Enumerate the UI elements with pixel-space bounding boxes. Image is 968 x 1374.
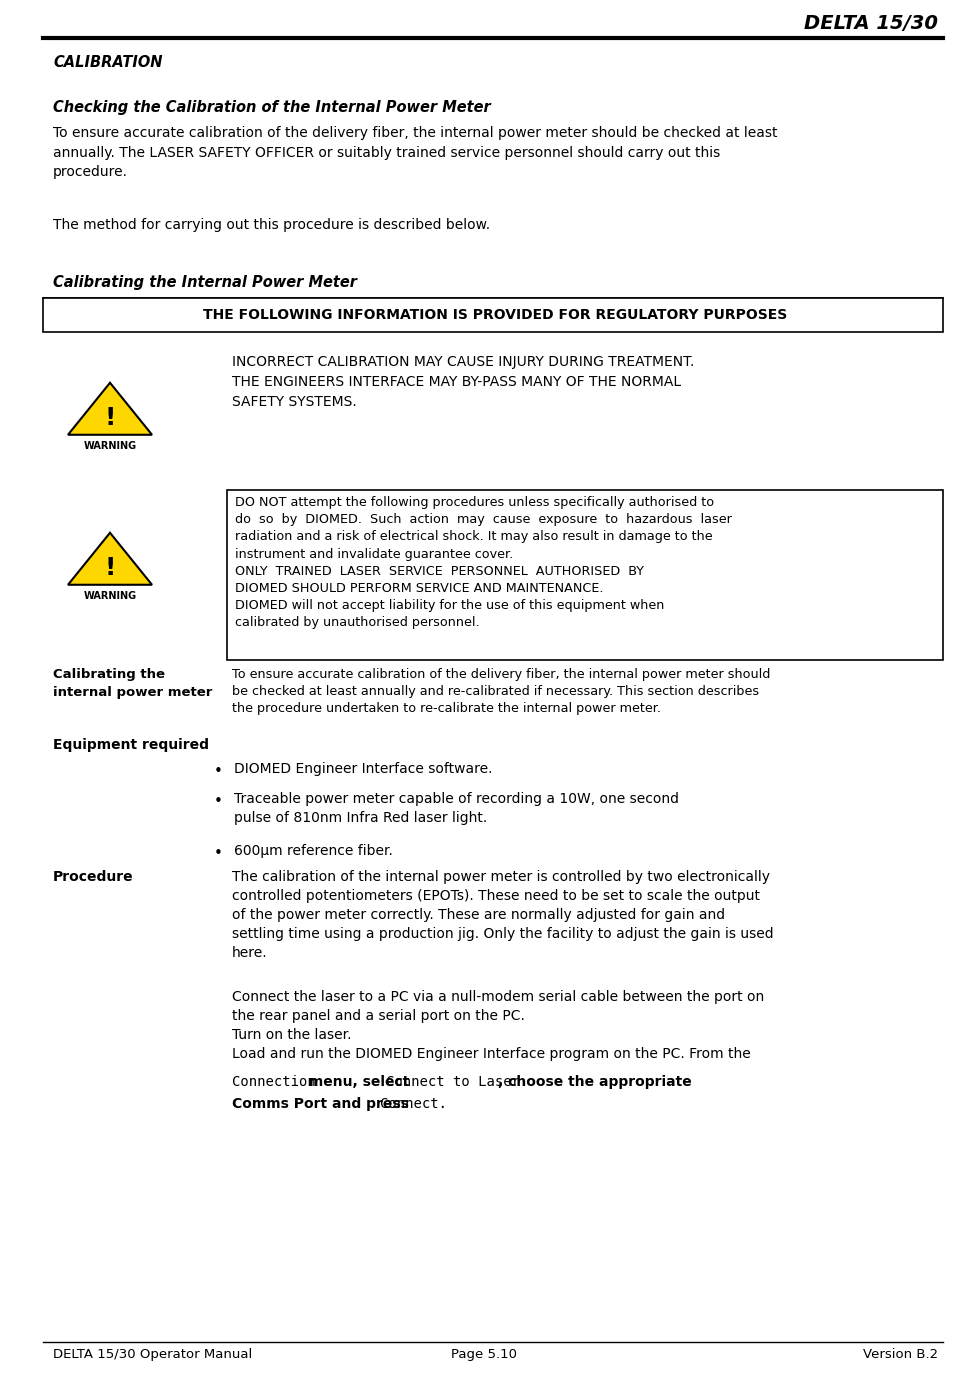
Polygon shape: [68, 533, 152, 585]
Text: Connect.: Connect.: [380, 1096, 447, 1112]
Text: Procedure: Procedure: [53, 870, 134, 883]
Text: The calibration of the internal power meter is controlled by two electronically
: The calibration of the internal power me…: [232, 870, 773, 960]
Text: WARNING: WARNING: [83, 441, 136, 451]
Text: , choose the appropriate: , choose the appropriate: [498, 1074, 692, 1090]
Text: Calibrating the
internal power meter: Calibrating the internal power meter: [53, 668, 212, 699]
Text: 600µm reference fiber.: 600µm reference fiber.: [234, 844, 393, 857]
Text: Connect the laser to a PC via a null-modem serial cable between the port on
the : Connect the laser to a PC via a null-mod…: [232, 991, 765, 1061]
Text: •: •: [214, 764, 223, 779]
Text: THE FOLLOWING INFORMATION IS PROVIDED FOR REGULATORY PURPOSES: THE FOLLOWING INFORMATION IS PROVIDED FO…: [203, 308, 788, 322]
Text: Calibrating the Internal Power Meter: Calibrating the Internal Power Meter: [53, 275, 357, 290]
Text: Comms Port and press: Comms Port and press: [232, 1096, 413, 1112]
Text: WARNING: WARNING: [83, 591, 136, 600]
Text: •: •: [214, 794, 223, 809]
Text: menu, select: menu, select: [304, 1074, 414, 1090]
Text: DELTA 15/30 Operator Manual: DELTA 15/30 Operator Manual: [53, 1348, 253, 1362]
Text: Version B.2: Version B.2: [862, 1348, 938, 1362]
Text: Checking the Calibration of the Internal Power Meter: Checking the Calibration of the Internal…: [53, 100, 491, 115]
Text: !: !: [105, 405, 116, 430]
Polygon shape: [68, 383, 152, 434]
Text: !: !: [105, 555, 116, 580]
Text: DO NOT attempt the following procedures unless specifically authorised to
do  so: DO NOT attempt the following procedures …: [235, 496, 732, 629]
Text: Connection: Connection: [232, 1074, 316, 1090]
Text: Page 5.10: Page 5.10: [451, 1348, 517, 1362]
Text: Connect to Laser: Connect to Laser: [386, 1074, 520, 1090]
Text: DIOMED Engineer Interface software.: DIOMED Engineer Interface software.: [234, 763, 493, 776]
Text: CALIBRATION: CALIBRATION: [53, 55, 163, 70]
Text: •: •: [214, 846, 223, 861]
Text: DELTA 15/30: DELTA 15/30: [804, 14, 938, 33]
Text: INCORRECT CALIBRATION MAY CAUSE INJURY DURING TREATMENT.
THE ENGINEERS INTERFACE: INCORRECT CALIBRATION MAY CAUSE INJURY D…: [232, 354, 694, 409]
Text: Traceable power meter capable of recording a 10W, one second
pulse of 810nm Infr: Traceable power meter capable of recordi…: [234, 791, 679, 824]
Text: Equipment required: Equipment required: [53, 738, 209, 752]
Bar: [227, 491, 943, 660]
Text: To ensure accurate calibration of the delivery fiber, the internal power meter s: To ensure accurate calibration of the de…: [232, 668, 771, 716]
Bar: [43, 298, 943, 333]
Text: The method for carrying out this procedure is described below.: The method for carrying out this procedu…: [53, 218, 490, 232]
Text: To ensure accurate calibration of the delivery fiber, the internal power meter s: To ensure accurate calibration of the de…: [53, 126, 777, 179]
